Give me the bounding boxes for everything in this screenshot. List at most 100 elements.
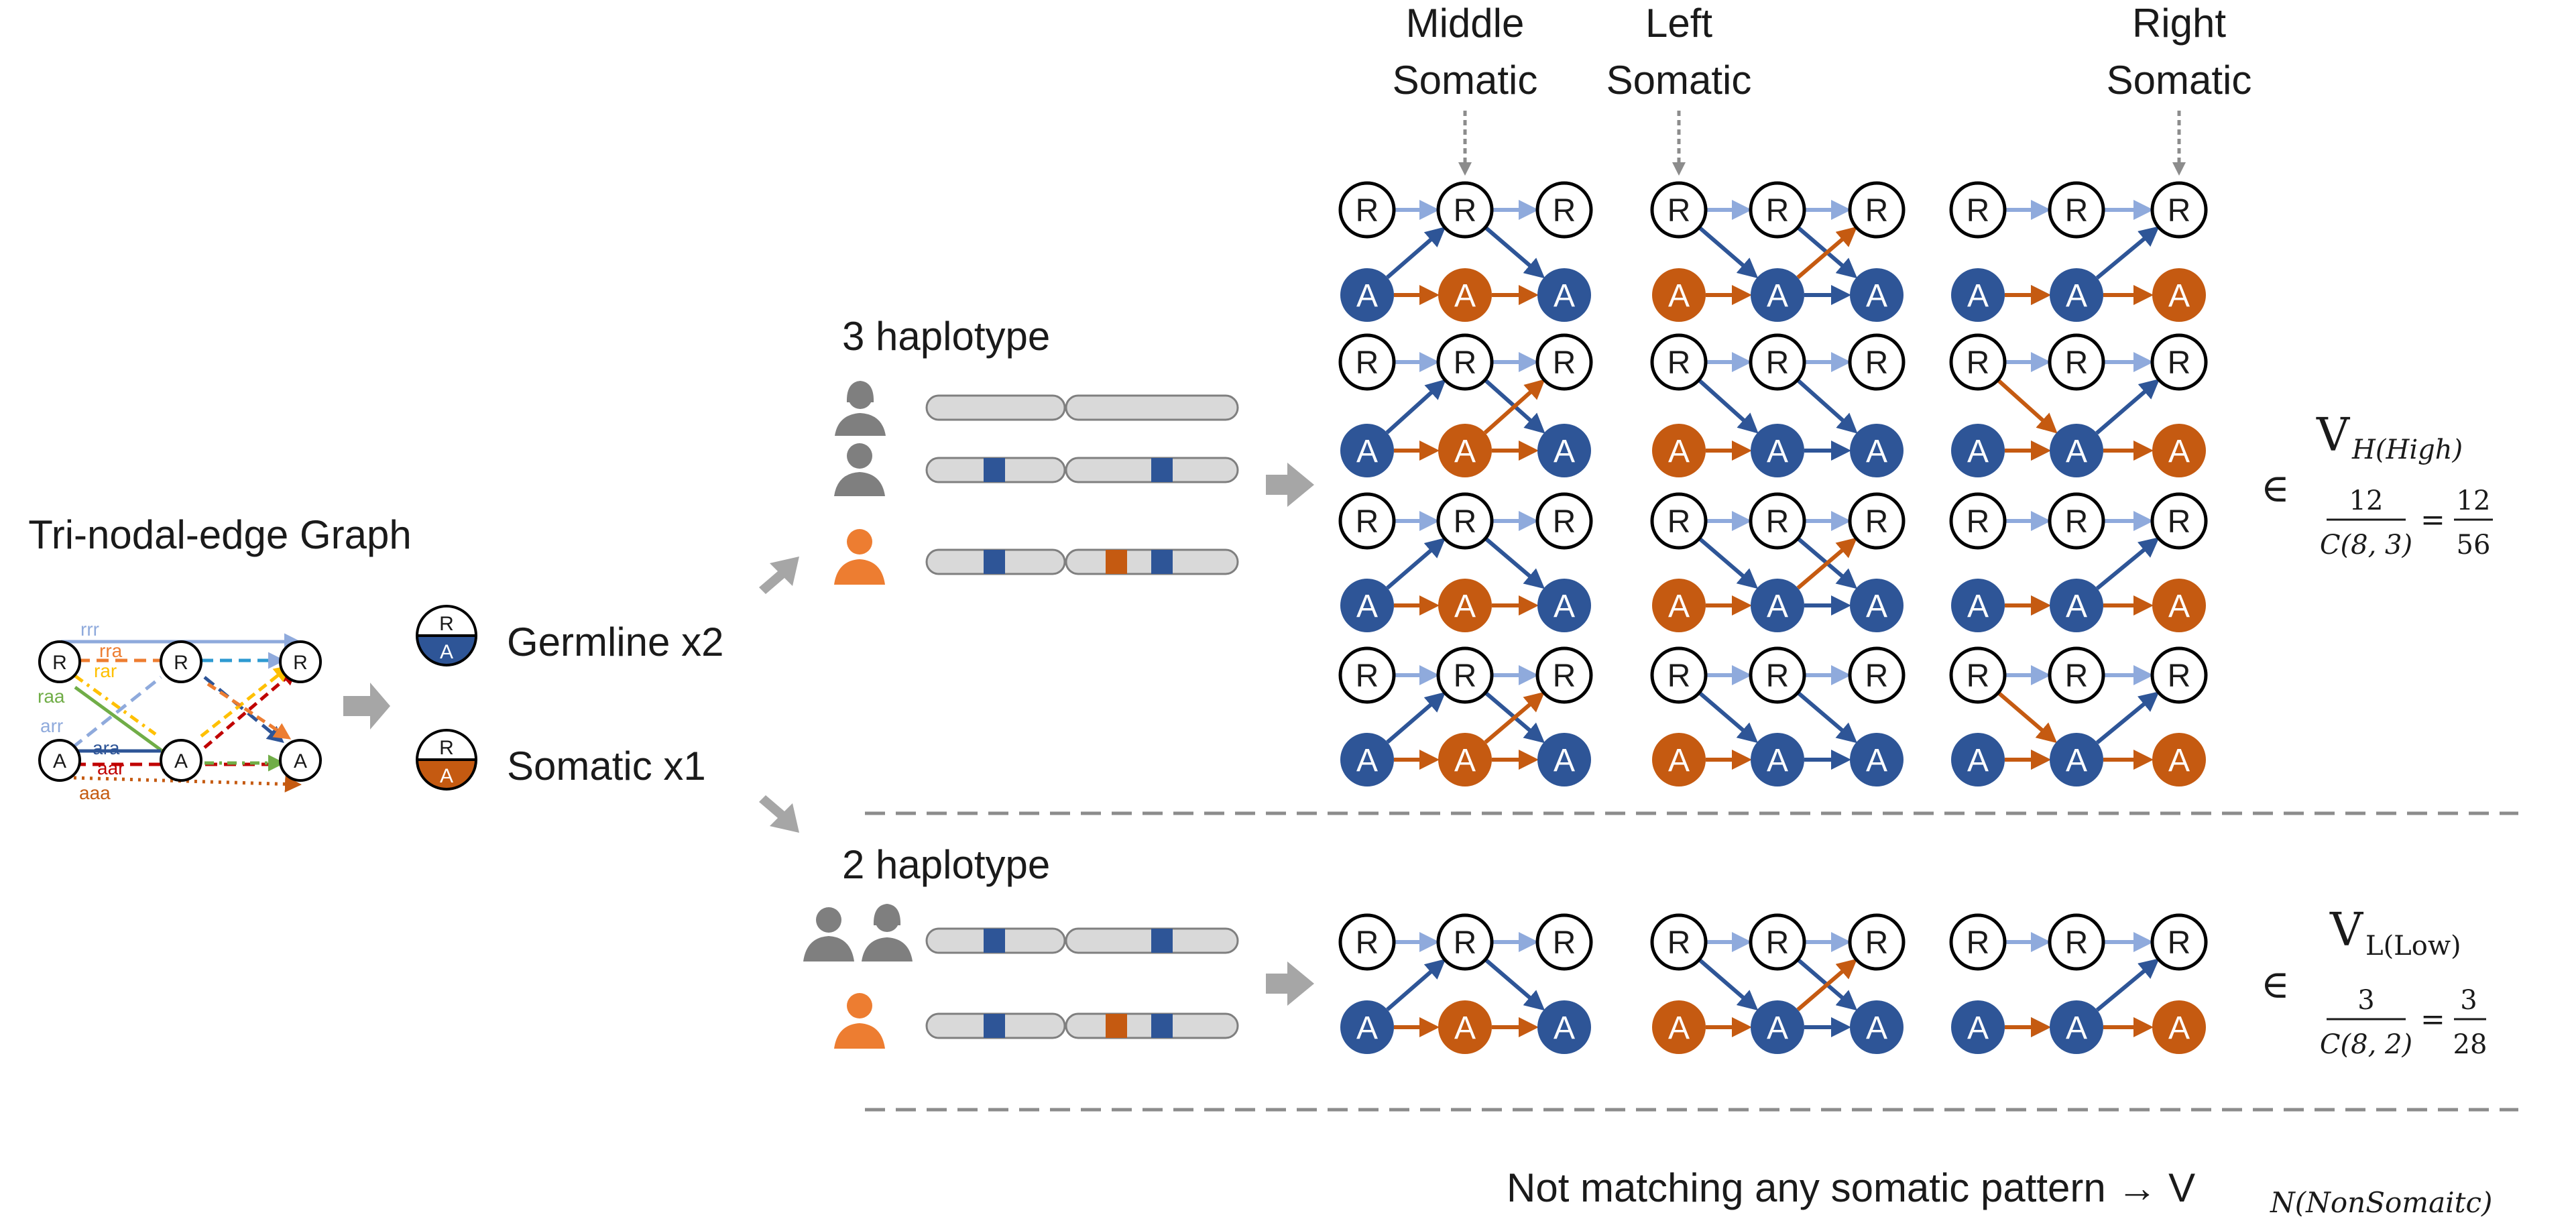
svg-text:R: R: [1766, 658, 1790, 694]
edge-raa-2: [203, 676, 284, 744]
node-alt: A: [1751, 268, 1804, 322]
svg-text:A: A: [1866, 434, 1887, 469]
node-ref: R: [2048, 913, 2105, 971]
pattern-edge: [1996, 378, 2058, 434]
header-left-somatic: Left Somatic: [1606, 1, 1751, 176]
chromosome-2: [925, 457, 1239, 483]
svg-text:R: R: [1356, 345, 1379, 381]
svg-text:R: R: [1553, 658, 1576, 694]
formula-high: ∈ V H(High) 12 C(8, 3) = 12 56: [2261, 409, 2493, 561]
pattern-edge: [1796, 691, 1858, 744]
pattern-cell-high-6: R A R A R A: [1338, 492, 1593, 632]
svg-text:A: A: [1554, 589, 1575, 624]
graph-node-a2: A: [160, 739, 202, 782]
pattern-edge: [1698, 225, 1759, 279]
node-ref: R: [1749, 913, 1806, 971]
svg-text:R: R: [174, 652, 188, 674]
svg-text:R: R: [1967, 193, 1990, 229]
svg-text:R: R: [1967, 345, 1990, 381]
node-alt: A: [1751, 1000, 1804, 1054]
edge-ra-o: [207, 682, 292, 740]
node-ref: R: [1535, 913, 1593, 971]
svg-text:Somatic: Somatic: [1393, 58, 1538, 103]
pattern-edge: [2095, 691, 2160, 744]
chromosome-3: [925, 548, 1239, 575]
svg-text:A: A: [1454, 434, 1476, 469]
svg-text:A: A: [294, 750, 307, 772]
column-headers: Middle Somatic Left Somatic Right Somati…: [1393, 1, 2251, 176]
v-low-symbol: V: [2329, 904, 2364, 957]
node-ref: R: [2048, 646, 2105, 704]
element-of-high: ∈: [2261, 465, 2290, 511]
svg-text:R: R: [2065, 504, 2089, 540]
node-alt: A: [2050, 1000, 2103, 1054]
svg-text:A: A: [440, 641, 453, 663]
node-ref: R: [2048, 492, 2105, 550]
result-low-numerator: 3: [2460, 985, 2477, 1016]
result-high-numerator: 12: [2457, 485, 2491, 516]
fraction-low-numerator: 3: [2357, 985, 2374, 1016]
pattern-edge: [1385, 379, 1446, 434]
pattern-edge: [1484, 225, 1545, 279]
node-ref: R: [1436, 333, 1494, 391]
svg-text:A: A: [440, 765, 453, 787]
edge-label-arr: arr: [40, 715, 63, 736]
svg-text:R: R: [1454, 345, 1477, 381]
node-ref: R: [2150, 646, 2208, 704]
v-high-subscript: H(High): [2351, 434, 2463, 465]
node-alt: A: [1340, 268, 1394, 322]
svg-text:A: A: [1866, 743, 1887, 778]
edge-label-raa: raa: [38, 686, 65, 707]
person-male-icon-2hap: [803, 907, 854, 961]
svg-text:A: A: [1356, 1010, 1378, 1046]
node-alt: A: [1652, 733, 1706, 786]
svg-text:R: R: [1766, 925, 1790, 961]
node-ref: R: [1848, 181, 1906, 239]
svg-text:A: A: [2066, 743, 2087, 778]
svg-text:R: R: [2065, 193, 2089, 229]
node-alt: A: [2152, 268, 2206, 322]
legend: R A Germline x2 R A Somatic x1: [416, 605, 723, 791]
node-ref: R: [1535, 492, 1593, 550]
chromosome-5: [925, 1012, 1239, 1039]
svg-text:R: R: [1553, 193, 1576, 229]
node-alt: A: [1438, 424, 1492, 477]
pattern-cell-high-8: R A R A R A: [1949, 492, 2208, 632]
header-middle-somatic: Middle Somatic: [1393, 1, 1538, 176]
pattern-cell-high-7: R A R A R A: [1650, 492, 1906, 632]
edge-label-rar: rar: [94, 660, 117, 681]
graph-node-r1: R: [38, 640, 81, 683]
svg-text:A: A: [1668, 743, 1690, 778]
svg-text:R: R: [1865, 193, 1889, 229]
svg-text:A: A: [1767, 278, 1788, 314]
arrow-to-3hap: [759, 557, 799, 594]
edge-ar-y: [200, 664, 291, 738]
person-somatic-icon: [834, 529, 885, 585]
arrow-to-2hap: [759, 795, 799, 833]
svg-text:Right: Right: [2132, 1, 2226, 46]
node-ref: R: [1535, 333, 1593, 391]
pattern-edge: [1697, 378, 1759, 434]
node-alt: A: [1537, 1000, 1591, 1054]
node-alt: A: [1438, 1000, 1492, 1054]
svg-text:R: R: [1454, 193, 1477, 229]
svg-text:A: A: [1967, 278, 1989, 314]
somatic-label: Somatic x1: [507, 744, 706, 789]
node-alt: A: [2050, 268, 2103, 322]
svg-text:A: A: [1767, 1010, 1788, 1046]
svg-text:A: A: [1866, 589, 1887, 624]
svg-text:R: R: [1967, 925, 1990, 961]
svg-text:R: R: [1865, 658, 1889, 694]
svg-text:A: A: [53, 750, 66, 772]
node-ref: R: [2150, 333, 2208, 391]
person-female-icon: [835, 381, 886, 436]
chromosome-1: [925, 394, 1239, 421]
equals-low: =: [2420, 1002, 2445, 1037]
svg-text:R: R: [293, 652, 308, 674]
node-ref: R: [2150, 913, 2208, 971]
node-ref: R: [1848, 646, 1906, 704]
node-alt: A: [1951, 733, 2005, 786]
node-ref: R: [1749, 333, 1806, 391]
graph-node-r2: R: [160, 640, 202, 683]
node-ref: R: [2150, 492, 2208, 550]
